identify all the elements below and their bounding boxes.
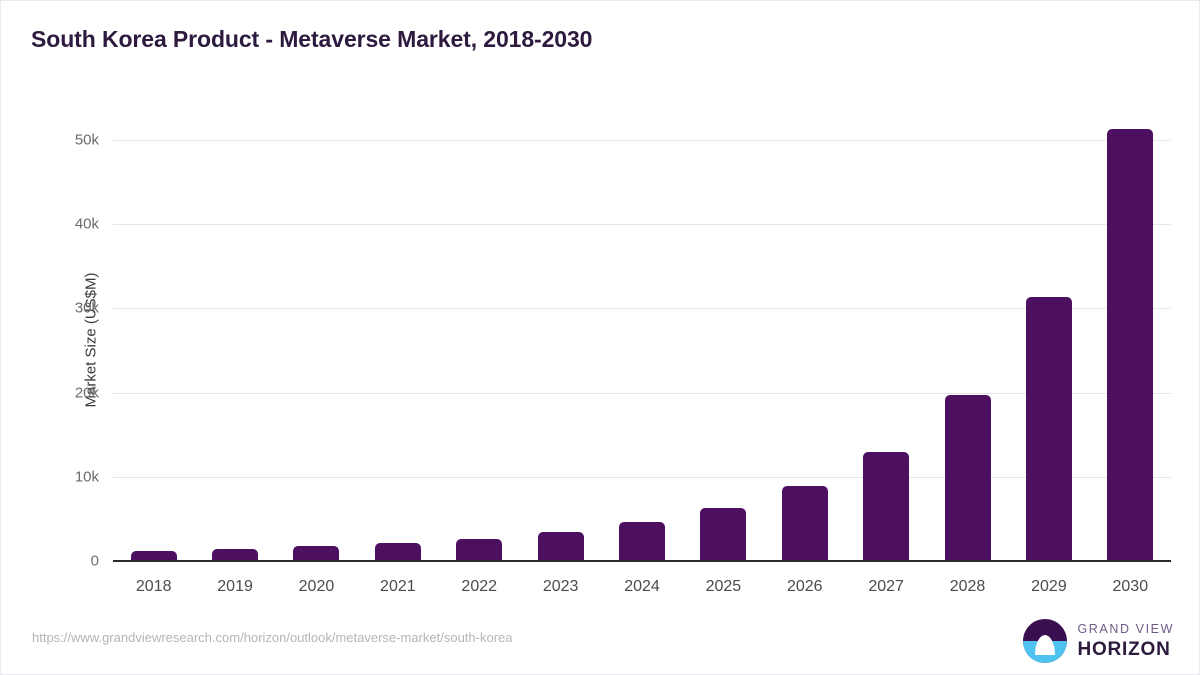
bar-slot (194, 119, 275, 561)
gridline (113, 140, 1171, 142)
gridline (113, 392, 1171, 394)
bar-slot (520, 119, 601, 561)
x-axis-tick-label-2027: 2027 (868, 578, 904, 595)
horizon-sunrise-icon (1023, 619, 1068, 663)
x-axis-tick-label-2028: 2028 (949, 578, 986, 595)
bar-2019[interactable] (212, 549, 259, 561)
bar-slot (1008, 119, 1089, 561)
logo-wordmark: GRAND VIEW HORIZON (1077, 623, 1174, 659)
logo-text-bottom: HORIZON (1077, 638, 1171, 660)
bar-slot (764, 119, 845, 561)
bar-slot (357, 119, 438, 561)
bar-slot (113, 119, 194, 561)
x-axis-tick-label-2029: 2029 (1031, 578, 1067, 595)
x-axis-tick-label-2020: 2020 (298, 578, 335, 595)
y-axis-tick-label: 20k (74, 384, 99, 402)
plot-area: Market Size (US$M) 0 10k 20k 30k 40k 50k (75, 119, 1171, 570)
gridline (113, 476, 1171, 478)
x-axis-tick-label-2030: 2030 (1112, 578, 1149, 595)
bar-slot (845, 119, 926, 561)
bar-2023[interactable] (537, 531, 584, 561)
bar-2025[interactable] (700, 508, 747, 561)
y-axis-tick-label: 40k (74, 215, 99, 233)
bar-2021[interactable] (374, 543, 421, 561)
bar-2020[interactable] (293, 546, 340, 561)
x-axis-tick-label-2024: 2024 (624, 578, 660, 595)
bar-2026[interactable] (781, 486, 828, 561)
bar-slot (1090, 119, 1171, 561)
grand-view-horizon-logo[interactable]: GRAND VIEW HORIZON (1023, 618, 1174, 664)
bar-2029[interactable] (1025, 297, 1072, 561)
source-url[interactable]: https://www.grandviewresearch.com/horizo… (32, 630, 513, 645)
page-title: South Korea Product - Metaverse Market, … (31, 26, 593, 52)
y-axis-tick-label: 50k (74, 131, 99, 149)
x-axis-tick-label-2018: 2018 (135, 578, 172, 595)
x-axis-tick-label-2022: 2022 (461, 578, 498, 595)
y-axis-tick-label: 10k (74, 468, 99, 486)
bar-series (113, 119, 1171, 561)
bar-2028[interactable] (944, 394, 991, 561)
bar-2022[interactable] (456, 539, 503, 561)
x-axis-tick-label-2021: 2021 (380, 578, 416, 595)
bar-slot (683, 119, 764, 561)
bar-slot (601, 119, 682, 561)
bar-slot (927, 119, 1008, 561)
y-axis-tick-label: 0 (90, 552, 99, 570)
logo-text-top: GRAND VIEW (1077, 622, 1174, 637)
bar-2024[interactable] (618, 521, 665, 561)
gridline (113, 308, 1171, 310)
bar-2030[interactable] (1107, 129, 1154, 561)
x-axis-tick-label-2026: 2026 (786, 578, 823, 595)
bar-2018[interactable] (130, 550, 177, 561)
bar-2027[interactable] (863, 451, 910, 561)
y-axis-tick-label: 30k (74, 299, 99, 317)
x-axis-line (113, 560, 1171, 562)
bar-slot (439, 119, 520, 561)
bar-slot (276, 119, 357, 561)
x-axis-tick-label-2023: 2023 (542, 578, 579, 595)
x-axis-tick-label-2025: 2025 (705, 578, 742, 595)
x-axis-tick-label-2019: 2019 (217, 578, 253, 595)
gridline (113, 224, 1171, 226)
